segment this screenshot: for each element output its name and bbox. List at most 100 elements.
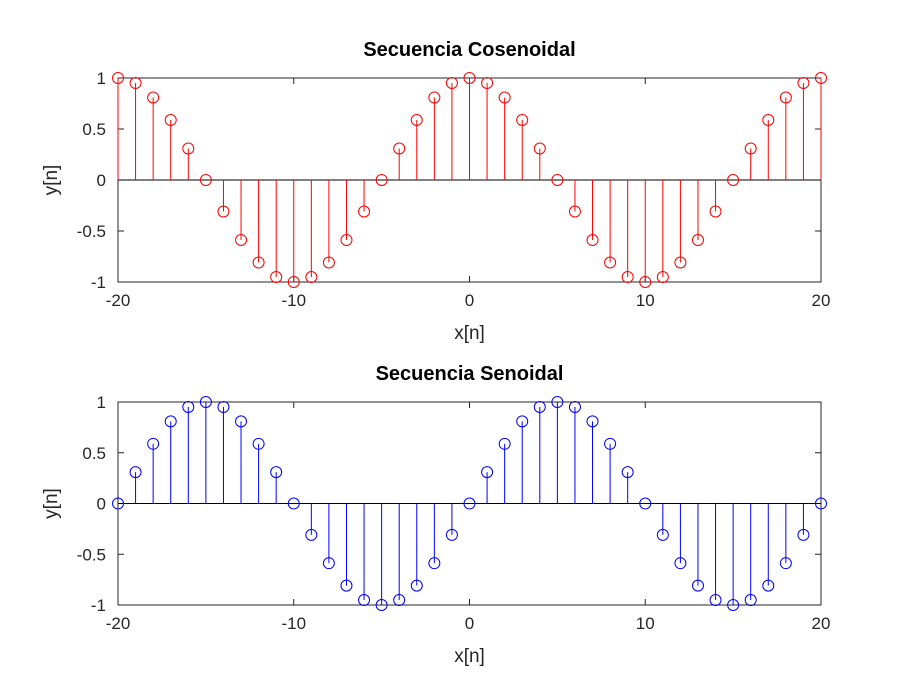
- stem-marker: [445, 528, 458, 541]
- stem-marker: [498, 91, 511, 104]
- stem-marker: [691, 579, 704, 592]
- stem-marker: [516, 415, 529, 428]
- stem-marker: [639, 497, 652, 510]
- stem-marker: [604, 256, 617, 269]
- stem-marker: [445, 76, 458, 89]
- stem-marker: [744, 142, 757, 155]
- stem-marker: [270, 271, 283, 284]
- y-axis-label: y[n]: [41, 165, 62, 196]
- stem-marker: [498, 437, 511, 450]
- chart-cosine: -20 -10 0 10 20 1 0.5 0 -0.5 -1 Secuencia Cosenoid…: [41, 39, 830, 344]
- y-tick-label: 0: [97, 495, 106, 514]
- y-tick-label: -0.5: [77, 222, 106, 241]
- stem-marker: [762, 579, 775, 592]
- stem-marker: [305, 528, 318, 541]
- stem-marker: [217, 400, 230, 413]
- stem-marker: [586, 233, 599, 246]
- stem-marker: [674, 557, 687, 570]
- stem-marker: [428, 557, 441, 570]
- stem-marker: [322, 557, 335, 570]
- stem-marker: [112, 72, 124, 84]
- stem-marker: [112, 497, 124, 510]
- stem-marker: [129, 76, 142, 89]
- y-tick-label: 0: [97, 171, 106, 190]
- stem-marker: [815, 497, 827, 510]
- stem-marker: [463, 72, 476, 84]
- stem-marker: [287, 497, 300, 510]
- stem-marker: [322, 256, 335, 269]
- stem-marker: [551, 174, 564, 186]
- stem-marker: [727, 174, 740, 186]
- stem-marker: [129, 466, 142, 479]
- stem-marker: [779, 91, 792, 104]
- x-tick-label: 0: [465, 291, 474, 310]
- stem-marker: [305, 271, 318, 284]
- stem-marker: [533, 142, 546, 155]
- stem-marker: [621, 271, 634, 284]
- stem-marker: [586, 415, 599, 428]
- stem-marker: [358, 594, 371, 607]
- x-tick-label: 20: [812, 614, 831, 633]
- x-tick-label: -10: [281, 614, 306, 633]
- chart-title: Secuencia Cosenoidal: [363, 39, 575, 61]
- stem-marker: [656, 271, 669, 284]
- y-tick-label: 0.5: [82, 444, 106, 463]
- y-tick-label: -1: [91, 596, 106, 615]
- stem-marker: [797, 76, 810, 89]
- stem-marker: [481, 466, 494, 479]
- x-tick-label: 10: [636, 291, 655, 310]
- stem-marker: [779, 557, 792, 570]
- stem-marker: [252, 256, 265, 269]
- stem-marker: [147, 437, 160, 450]
- stem-marker: [709, 594, 722, 607]
- chart-title: Secuencia Senoidal: [376, 363, 564, 385]
- stem-marker: [358, 205, 371, 218]
- stem-marker: [164, 415, 177, 428]
- stem-marker: [656, 528, 669, 541]
- stem-marker: [621, 466, 634, 479]
- stem-marker: [235, 233, 248, 246]
- stem-marker: [375, 599, 388, 611]
- stem-marker: [199, 174, 212, 186]
- stem-marker: [410, 114, 423, 127]
- stem-marker: [604, 437, 617, 450]
- stem-marker: [428, 91, 441, 104]
- y-tick-label: -0.5: [77, 545, 106, 564]
- stem-marker: [463, 497, 476, 510]
- stem-marker: [164, 114, 177, 127]
- stem-marker: [797, 528, 810, 541]
- x-tick-label: -20: [106, 614, 131, 633]
- x-axis-label: x[n]: [454, 646, 485, 667]
- stem-marker: [762, 114, 775, 127]
- stem-marker: [815, 72, 827, 84]
- stem-marker: [182, 400, 195, 413]
- x-tick-label: 10: [636, 614, 655, 633]
- stem-marker: [375, 174, 388, 186]
- stem-marker: [340, 233, 353, 246]
- stem-marker: [516, 114, 529, 127]
- stem-marker: [182, 142, 195, 155]
- y-tick-label: 0.5: [82, 120, 106, 139]
- stem-marker: [691, 233, 704, 246]
- stem-marker: [709, 205, 722, 218]
- stem-marker: [235, 415, 248, 428]
- stem-marker: [410, 579, 423, 592]
- stem-marker: [252, 437, 265, 450]
- stem-marker: [393, 594, 406, 607]
- stem-marker: [393, 142, 406, 155]
- stem-marker: [340, 579, 353, 592]
- y-tick-label: -1: [91, 273, 106, 292]
- stem-marker: [481, 76, 494, 89]
- y-axis-label: y[n]: [41, 488, 62, 519]
- y-tick-label: 1: [97, 69, 106, 88]
- stem-marker: [568, 205, 581, 218]
- stem-marker: [147, 91, 160, 104]
- stem-marker: [568, 400, 581, 413]
- y-tick-label: 1: [97, 393, 106, 412]
- stem-marker: [287, 276, 300, 288]
- stem-marker: [551, 396, 564, 408]
- stem-marker: [199, 396, 212, 408]
- x-tick-label: -20: [106, 291, 131, 310]
- chart-sine: -20 -10 0 10 20 1 0.5 0 -0.5 -1 Secuencia Senoidal…: [41, 363, 830, 667]
